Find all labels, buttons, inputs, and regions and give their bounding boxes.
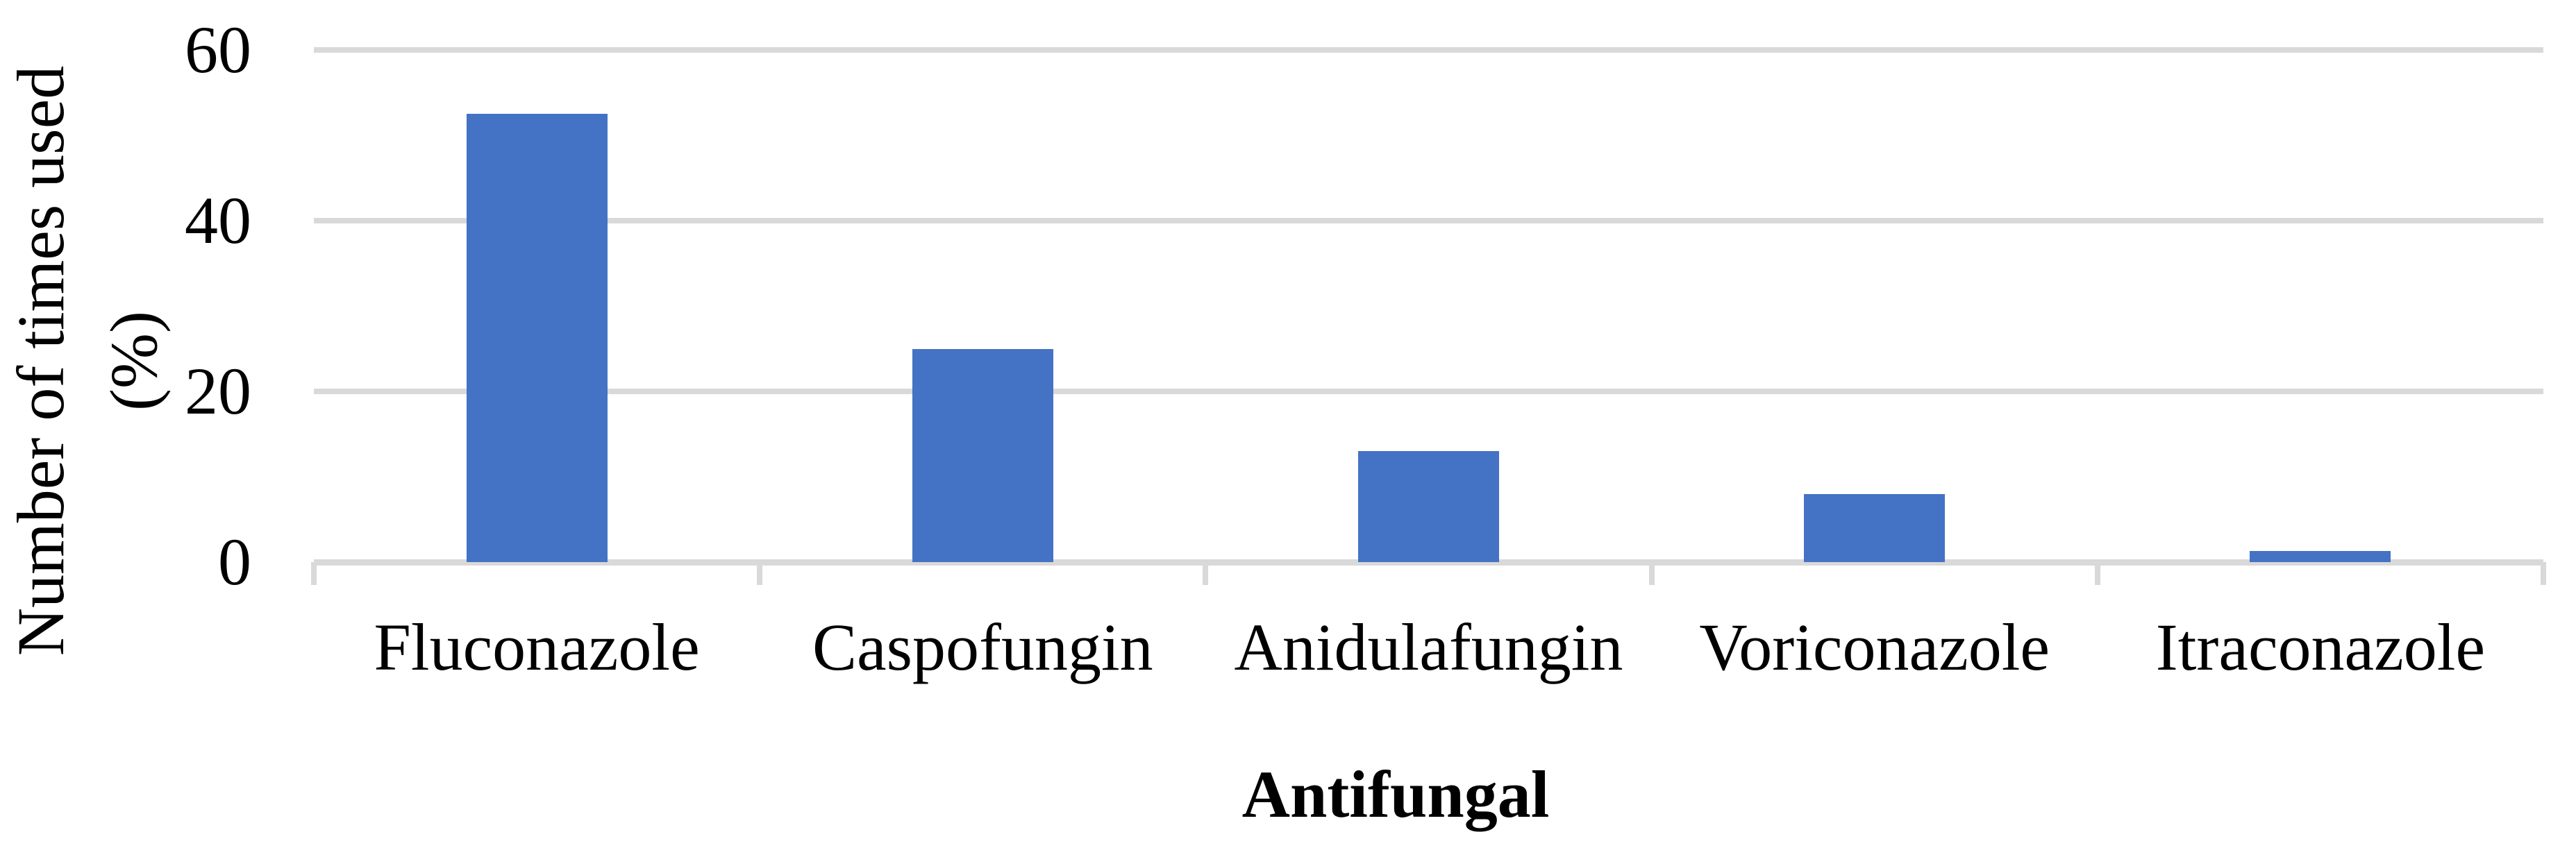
plot-area	[311, 47, 2546, 585]
bar-fluconazole	[466, 114, 608, 562]
x-category-label-anidulafungin: Anidulafungin	[1234, 610, 1623, 684]
gridline-y-20	[314, 389, 2543, 394]
gridline-y-60	[314, 47, 2543, 53]
x-category-label-itraconazole: Itraconazole	[2155, 610, 2486, 684]
bar-caspofungin	[912, 348, 1053, 562]
x-category-label-fluconazole: Fluconazole	[374, 610, 700, 684]
y-tick-label-60: 60	[185, 12, 251, 87]
x-axis-tick-mark	[1203, 562, 1209, 585]
bar-itraconazole	[2250, 551, 2391, 562]
x-axis-tick-mark	[311, 562, 317, 585]
y-tick-label-20: 20	[185, 354, 251, 428]
y-tick-label-40: 40	[185, 183, 251, 257]
bar-voriconazole	[1804, 493, 1946, 562]
x-axis-tick-mark	[1648, 562, 1655, 585]
x-axis-title: Antifungal	[1241, 757, 1550, 831]
gridline-y-40	[314, 218, 2543, 223]
x-axis-line	[314, 559, 2543, 566]
y-tick-label-0: 0	[218, 525, 251, 599]
x-category-label-caspofungin: Caspofungin	[812, 610, 1153, 684]
x-category-label-voriconazole: Voriconazole	[1699, 610, 2050, 684]
x-axis-tick-mark	[2541, 562, 2546, 585]
x-axis-tick-mark	[2094, 562, 2100, 585]
bar-anidulafungin	[1358, 451, 1499, 562]
x-axis-tick-mark	[757, 562, 763, 585]
